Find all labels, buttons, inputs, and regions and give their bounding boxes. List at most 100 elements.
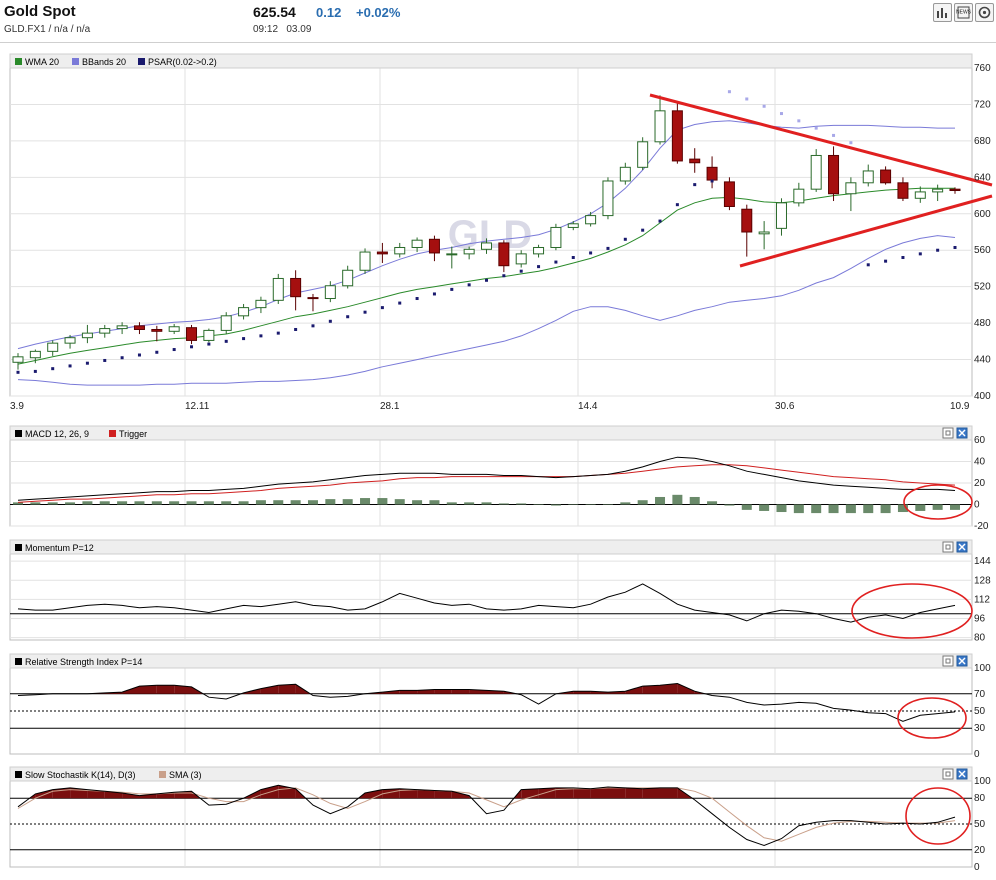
psar-dot [259, 334, 263, 338]
candle [862, 164, 874, 187]
overbought-fill [642, 787, 660, 799]
expand-panel-button[interactable] [942, 427, 954, 439]
overbought-fill [174, 685, 192, 694]
bar-chart-icon[interactable] [933, 3, 952, 22]
price-axis-tick: 560 [974, 245, 991, 256]
momentum-axis-tick: 128 [974, 575, 991, 586]
candle-body [133, 325, 145, 330]
candle [116, 322, 128, 335]
expand-panel-button[interactable] [942, 768, 954, 780]
psar-dot [710, 179, 714, 183]
close-icon-stroke [958, 770, 966, 778]
candle [533, 244, 545, 258]
histogram-bar [724, 504, 735, 506]
macd-line [17, 456, 956, 501]
macd-axis-tick: -20 [974, 521, 989, 532]
candle-body [428, 238, 440, 254]
histogram-bar [13, 502, 23, 505]
candle-body [741, 208, 753, 233]
psar-dot [380, 306, 384, 310]
close-panel-button[interactable] [956, 541, 968, 553]
price-axis-tick: 720 [974, 99, 991, 110]
price-change-percent: +0.02% [356, 5, 401, 20]
candle [238, 303, 250, 320]
price-axis-tick: 440 [974, 355, 991, 366]
candle-body [498, 242, 510, 267]
settings-icon[interactable] [975, 3, 994, 22]
time-axis-tick: 12.11 [185, 401, 210, 412]
price-axis-tick: 640 [974, 172, 991, 183]
candle [376, 242, 388, 263]
macd-highlight-circle [903, 484, 973, 520]
expand-icon-inner [945, 430, 951, 436]
psar-dot [866, 263, 870, 267]
price-change: 0.12 [316, 5, 342, 20]
stoch-axis-tick: 50 [974, 819, 986, 830]
psar-dot [398, 301, 402, 305]
histogram-bar [377, 498, 388, 505]
quote-time: 09:12 03.09 [253, 24, 312, 35]
psar-dot [432, 292, 436, 296]
candle [515, 250, 527, 268]
overbought-fill [677, 683, 695, 694]
candle [481, 238, 492, 254]
instrument-title: Gold Spot [4, 3, 76, 20]
stoch-axis-tick: 80 [974, 793, 986, 804]
psar-dot [415, 297, 419, 301]
histogram-bar [741, 504, 752, 510]
stoch-axis-tick: 20 [974, 845, 986, 856]
price-axis-tick: 680 [974, 136, 991, 147]
candle [359, 248, 371, 274]
rsi-panel: Relative Strength Index P=14 0 30 50 70 100 [9, 653, 991, 760]
histogram-bar [915, 504, 926, 511]
macd-axis-tick: 40 [974, 457, 986, 468]
candle-body [845, 182, 857, 195]
candle-body [775, 202, 787, 229]
candle-body [515, 253, 527, 265]
candle-body [793, 188, 805, 204]
close-panel-button[interactable] [956, 655, 968, 667]
candle [446, 246, 458, 269]
psar-dot [242, 337, 246, 341]
candle-body [862, 170, 874, 184]
candle [463, 246, 475, 260]
rsi-axis-tick: 50 [974, 706, 986, 717]
candle [220, 312, 232, 335]
overbought-fill [451, 689, 470, 694]
psar-dot [16, 370, 20, 374]
psar-dot [936, 248, 940, 252]
price-panel: GLD WMA 20 BBands 20 PSAR(0.02->0.2) 400… [9, 53, 993, 412]
news-icon[interactable]: NEWS [954, 3, 973, 22]
histogram-bar [221, 501, 232, 505]
close-panel-button[interactable] [956, 427, 968, 439]
psar-dot [155, 350, 159, 354]
expand-panel-button[interactable] [942, 541, 954, 553]
overbought-fill [660, 787, 678, 799]
histogram-bar [47, 502, 58, 505]
expand-icon [942, 427, 954, 439]
overbought-fill [660, 683, 678, 694]
candle [602, 177, 614, 220]
overbought-fill [555, 787, 574, 799]
rsi-axis-tick: 70 [974, 689, 986, 700]
overbought-fill [139, 685, 157, 694]
expand-panel-button[interactable] [942, 655, 954, 667]
psar-dot [294, 327, 298, 331]
momentum-axis-tick: 80 [974, 633, 986, 644]
lower-trendline [739, 194, 993, 268]
candle [29, 349, 41, 364]
svg-text:NEWS: NEWS [956, 10, 972, 16]
psar-dot [832, 133, 836, 137]
expand-icon-inner [945, 658, 951, 664]
candle [255, 296, 267, 314]
histogram-bar [950, 504, 960, 510]
histogram-bar [897, 504, 908, 513]
overbought-fill [521, 788, 539, 799]
histogram-bar [602, 504, 613, 505]
histogram-bar [273, 500, 284, 505]
psar-dot [502, 274, 506, 278]
close-panel-button[interactable] [956, 768, 968, 780]
candle [394, 242, 406, 258]
time-axis-tick: 14.4 [578, 401, 598, 412]
psar-dot [467, 283, 471, 287]
